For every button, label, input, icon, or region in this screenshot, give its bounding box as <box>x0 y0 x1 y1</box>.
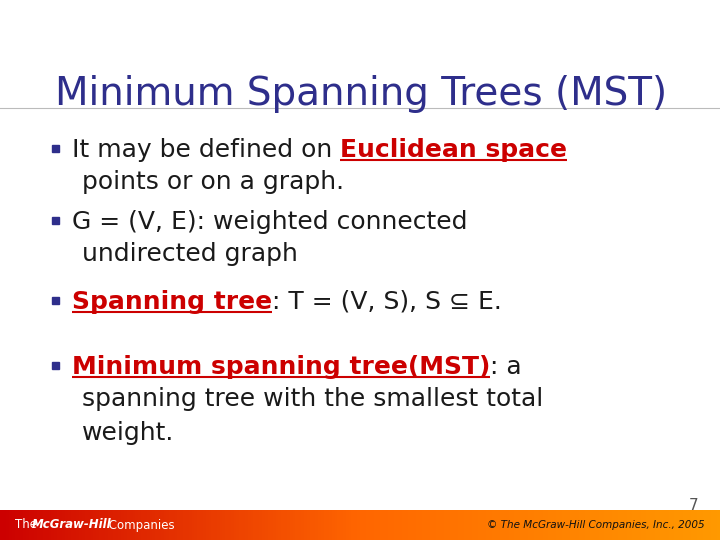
Text: : T = (V, S), S ⊆ E.: : T = (V, S), S ⊆ E. <box>272 290 502 314</box>
Text: undirected graph: undirected graph <box>82 242 298 266</box>
Text: Companies: Companies <box>105 518 175 531</box>
Bar <box>52 361 58 368</box>
Text: Spanning tree: Spanning tree <box>72 290 272 314</box>
Text: McGraw-Hill: McGraw-Hill <box>32 518 112 531</box>
Text: 7: 7 <box>688 498 698 513</box>
Text: Euclidean space: Euclidean space <box>341 138 567 162</box>
Text: spanning tree with the smallest total: spanning tree with the smallest total <box>82 387 544 411</box>
Text: : a: : a <box>490 355 522 379</box>
Text: Minimum Spanning Trees (MST): Minimum Spanning Trees (MST) <box>55 75 667 113</box>
Text: The: The <box>15 518 41 531</box>
Bar <box>52 217 58 224</box>
Text: Minimum spanning tree(MST): Minimum spanning tree(MST) <box>72 355 490 379</box>
Text: It may be defined on: It may be defined on <box>72 138 341 162</box>
Bar <box>52 145 58 152</box>
Text: G = (V, E): weighted connected: G = (V, E): weighted connected <box>72 210 467 234</box>
Bar <box>52 296 58 303</box>
Text: weight.: weight. <box>82 421 174 445</box>
Text: © The McGraw-Hill Companies, Inc., 2005: © The McGraw-Hill Companies, Inc., 2005 <box>487 520 705 530</box>
Text: points or on a graph.: points or on a graph. <box>82 170 344 194</box>
